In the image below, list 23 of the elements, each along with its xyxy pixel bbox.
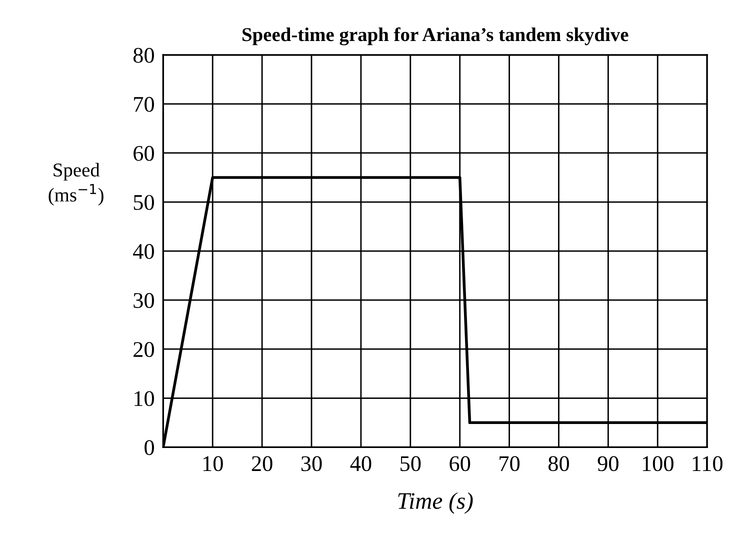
y-tick-label: 60 (134, 146, 154, 161)
y-tick-label: 80 (133, 48, 154, 63)
y-tick-label: 10 (134, 391, 154, 406)
y-tick-label: 40 (133, 244, 154, 259)
x-tick-label: 50 (400, 456, 421, 472)
x-tick-label: 40 (350, 456, 372, 472)
x-tick-label: 70 (500, 456, 520, 472)
x-tick-label: 60 (450, 456, 470, 472)
y-tick-label: 50 (134, 194, 154, 210)
x-tick-label: 80 (548, 456, 569, 472)
x-axis-title: Time (s) (398, 492, 473, 514)
x-tick-label: 110 (692, 456, 722, 472)
x-tick-label: 10 (203, 456, 223, 472)
x-tick-label: 20 (252, 456, 272, 472)
y-tick-label: 30 (134, 293, 154, 308)
x-tick-label: 30 (301, 456, 322, 472)
y-tick-label: 0 (144, 440, 154, 456)
y-tick-label: 20 (134, 342, 154, 358)
y-tick-label: 70 (134, 96, 154, 112)
x-tick-label: 90 (598, 456, 618, 472)
chart-title: Speed-time graph for Ariana’s tandem skydive (242, 27, 628, 46)
x-tick-label: 100 (642, 456, 674, 472)
y-axis-title: Speed (ms$^{−1}$) (48, 162, 104, 206)
